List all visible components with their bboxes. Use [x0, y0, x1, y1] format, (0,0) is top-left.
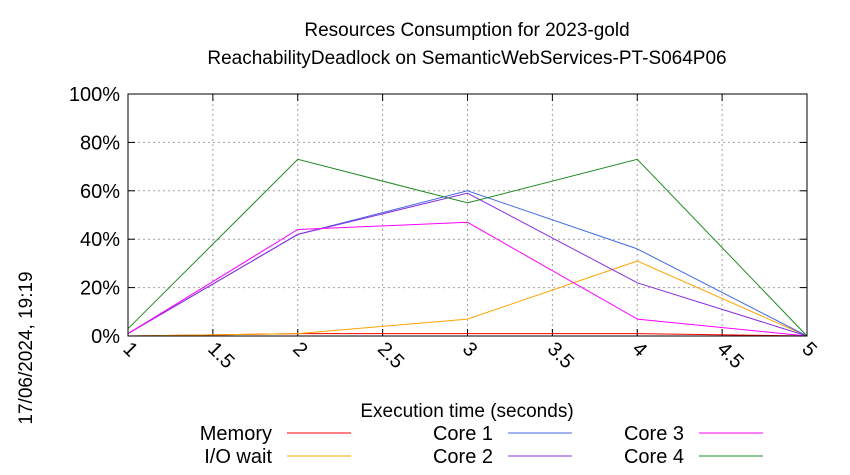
legend-label-memory: Memory: [200, 423, 272, 445]
y-tick-label: 0%: [91, 326, 120, 348]
legend-label-core-2: Core 2: [433, 446, 493, 468]
legend-label-core-4: Core 4: [624, 446, 684, 468]
x-tick-label: 1.5: [203, 338, 238, 373]
x-tick-label: 1: [118, 338, 141, 361]
x-tick-label: 4.5: [713, 338, 748, 373]
y-axis-ticks: 0% 20% 40% 60% 80% 100%: [69, 84, 807, 348]
chart-subtitle: ReachabilityDeadlock on SemanticWebServi…: [207, 48, 726, 69]
x-axis-label: Execution time (seconds): [360, 401, 573, 422]
y-tick-label: 20%: [80, 278, 120, 300]
chart-title: Resources Consumption for 2023-gold: [304, 20, 629, 41]
x-tick-label: 3: [458, 338, 481, 361]
legend-label-core-1: Core 1: [433, 423, 493, 445]
series-lines: [127, 158, 808, 337]
x-tick-label: 3.5: [543, 338, 578, 373]
y-tick-label: 60%: [80, 181, 120, 203]
plot-frame: [127, 93, 808, 337]
x-tick-label: 5: [797, 338, 820, 361]
x-tick-label: 2.5: [373, 338, 408, 373]
timestamp-label: 17/06/2024, 19:19: [16, 271, 37, 424]
series-line-core-2: [127, 192, 808, 337]
y-tick-label: 100%: [69, 84, 120, 106]
y-tick-label: 40%: [80, 229, 120, 251]
series-line-i-o-wait: [127, 260, 808, 337]
legend-label-i-o-wait: I/O wait: [204, 446, 272, 468]
x-tick-label: 4: [628, 338, 651, 361]
series-line-core-3: [127, 221, 808, 337]
grid-lines: [128, 94, 807, 336]
series-line-core-4: [127, 158, 808, 337]
legend-label-core-3: Core 3: [624, 423, 684, 445]
y-tick-label: 80%: [80, 132, 120, 154]
x-tick-label: 2: [288, 338, 311, 361]
